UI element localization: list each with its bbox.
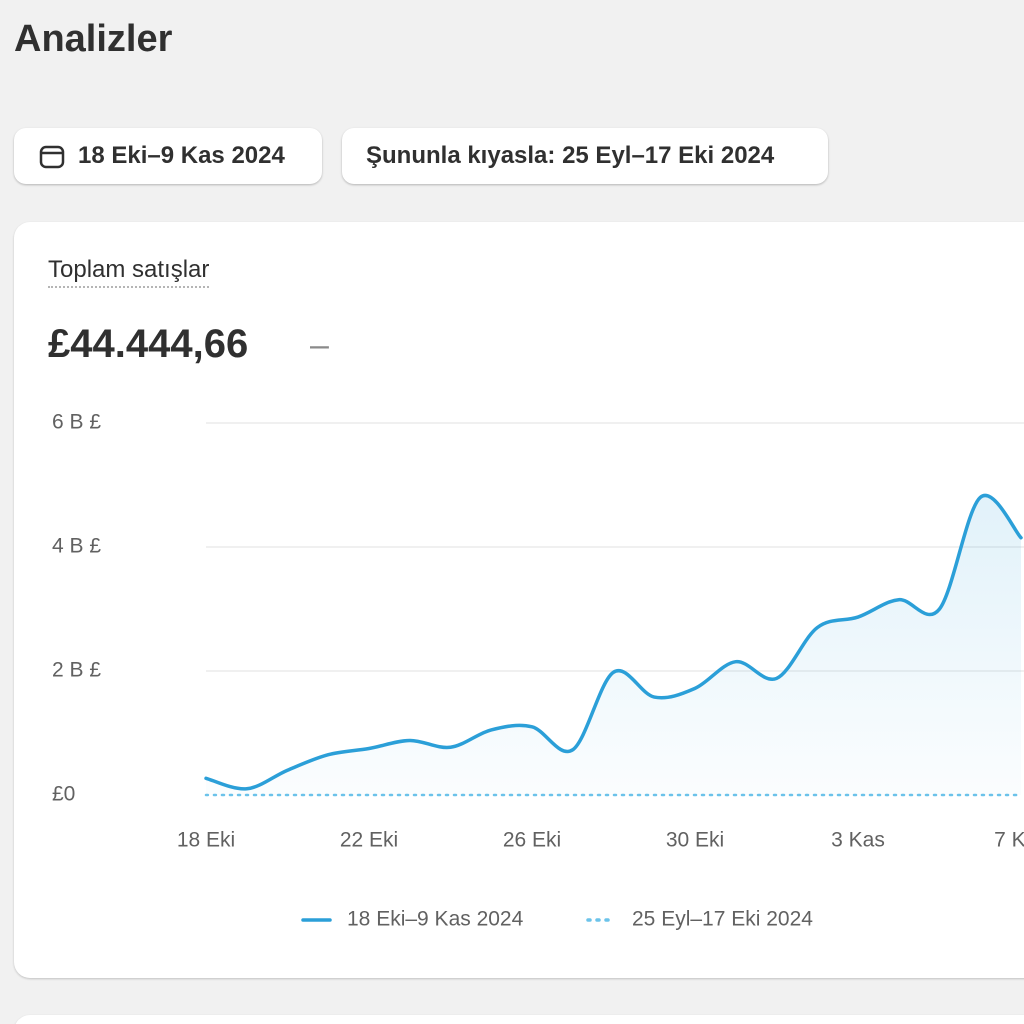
x-tick-label: 7 Kas <box>994 829 1024 852</box>
x-tick-label: 3 Kas <box>831 829 885 852</box>
legend-label: 25 Eyl–17 Eki 2024 <box>632 908 813 931</box>
calendar-icon <box>39 145 65 169</box>
compare-label: Şununla kıyasla: 25 Eyl–17 Eki 2024 <box>366 142 775 169</box>
date-range-button[interactable]: 18 Eki–9 Kas 2024 <box>14 128 322 184</box>
x-tick-label: 18 Eki <box>177 829 235 852</box>
y-tick-label: £0 <box>52 783 75 806</box>
series-line <box>204 493 1023 791</box>
card-change: – <box>310 326 329 364</box>
next-card <box>14 1015 1024 1024</box>
x-tick-label: 26 Eki <box>503 829 561 852</box>
x-tick-label: 30 Eki <box>666 829 724 852</box>
y-tick-label: 2 B £ <box>52 659 101 682</box>
area <box>206 495 1021 795</box>
date-range-label: 18 Eki–9 Kas 2024 <box>78 142 285 169</box>
legend-label: 18 Eki–9 Kas 2024 <box>347 908 524 931</box>
x-tick-label: 22 Eki <box>340 829 398 852</box>
card-value: £44.444,66 <box>48 322 249 366</box>
card-title[interactable]: Toplam satışlar <box>48 256 210 288</box>
y-tick-label: 4 B £ <box>52 535 101 558</box>
y-tick-label: 6 B £ <box>52 411 101 434</box>
sales-card <box>14 222 1024 978</box>
compare-button[interactable]: Şununla kıyasla: 25 Eyl–17 Eki 2024 <box>342 128 828 184</box>
page-title: Analizler <box>14 18 173 60</box>
